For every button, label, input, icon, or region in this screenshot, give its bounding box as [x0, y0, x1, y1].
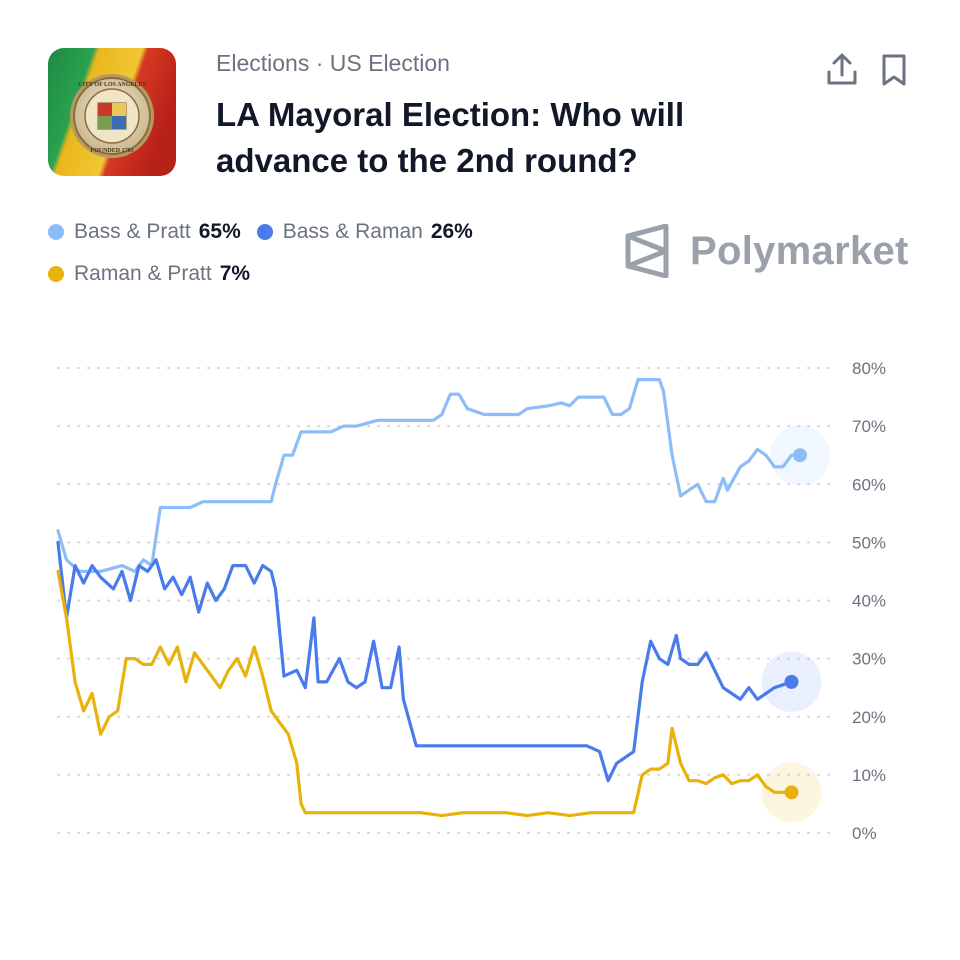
series-lines — [56, 378, 802, 818]
y-tick-label: 10% — [852, 766, 886, 785]
page-title: LA Mayoral Election: Who will advance to… — [216, 96, 685, 179]
share-button[interactable] — [822, 50, 862, 90]
market-logo: CITY OF LOS ANGELES FOUNDED 1781 — [48, 48, 176, 176]
series-line-2[interactable] — [56, 569, 794, 818]
polymarket-brand: Polymarket — [624, 224, 909, 278]
end-marker-dot[interactable] — [784, 785, 799, 800]
legend-label: Bass & Pratt — [74, 220, 191, 243]
end-markers — [761, 425, 830, 823]
y-tick-label: 60% — [852, 475, 886, 494]
legend-label: Bass & Raman — [282, 220, 423, 243]
legend-dot — [48, 224, 64, 240]
series-line-0[interactable] — [56, 378, 802, 573]
end-marker-dot[interactable] — [784, 674, 799, 689]
bookmark-icon — [882, 54, 906, 86]
y-tick-label: 80% — [852, 359, 886, 378]
breadcrumb[interactable]: Elections · US Election — [216, 50, 450, 76]
city-seal-image: CITY OF LOS ANGELES FOUNDED 1781 — [48, 48, 176, 176]
legend-value: 26% — [430, 220, 473, 243]
brand-name: Polymarket — [690, 228, 909, 273]
legend-value: 7% — [219, 262, 251, 285]
legend-item-bass-raman[interactable]: Bass & Raman 26% — [256, 220, 473, 244]
legend-item-raman-pratt[interactable]: Raman & Pratt 7% — [48, 262, 250, 286]
bookmark-button[interactable] — [876, 50, 916, 90]
polymarket-logo-icon — [625, 224, 669, 278]
y-tick-label: 20% — [852, 708, 886, 727]
upload-icon — [827, 53, 857, 85]
y-tick-label: 0% — [852, 824, 877, 843]
grid — [57, 367, 833, 834]
series-line-1[interactable] — [56, 540, 794, 783]
price-history-chart: 0% 10% 20% 30% 40% 50% 60% 70% 80% — [56, 359, 886, 843]
legend-item-bass-pratt[interactable]: Bass & Pratt 65% — [48, 220, 241, 244]
seal-text-bottom: FOUNDED 1781 — [90, 148, 133, 154]
legend-label: Raman & Pratt — [74, 262, 212, 285]
seal-text-top: CITY OF LOS ANGELES — [78, 82, 146, 88]
y-tick-label: 70% — [852, 417, 886, 436]
end-marker-dot[interactable] — [793, 448, 807, 463]
legend-dot — [48, 266, 64, 282]
y-tick-label: 30% — [852, 650, 886, 669]
y-tick-label: 40% — [852, 592, 886, 611]
chart-legend: Bass & Pratt 65% Bass & Raman 26% Raman … — [48, 216, 568, 300]
y-tick-label: 50% — [852, 533, 886, 552]
legend-dot — [256, 224, 273, 240]
legend-value: 65% — [198, 220, 241, 243]
y-axis: 0% 10% 20% 30% 40% 50% 60% 70% 80% — [852, 359, 886, 843]
